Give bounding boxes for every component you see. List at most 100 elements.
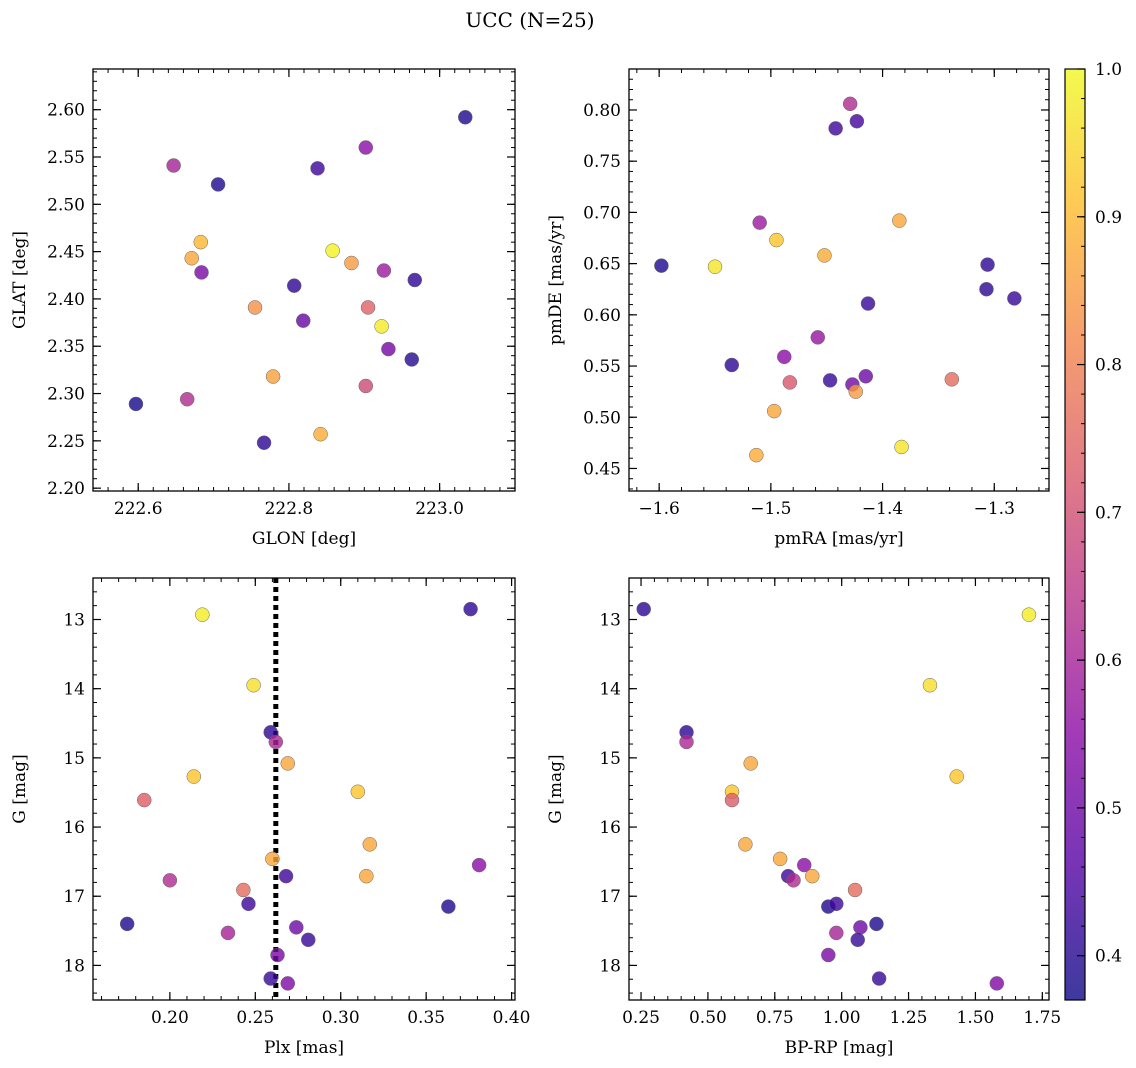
x-tick-label: 1.25 (890, 1008, 928, 1028)
x-axis-label: GLON [deg] (252, 529, 356, 549)
data-point (381, 341, 396, 357)
x-tick-label: 222.6 (114, 499, 163, 519)
data-point (194, 265, 209, 280)
data-point (137, 792, 152, 808)
data-point (265, 369, 281, 384)
colorbar-tick-label: 0.4 (1095, 947, 1122, 967)
data-point (162, 873, 178, 888)
data-point (892, 213, 907, 228)
data-point (654, 258, 669, 273)
x-tick-label: 223.0 (415, 499, 464, 519)
data-point (1021, 607, 1037, 622)
scatter-panel-2: −1.6 −1.5 −1.4 −1.3 0.45 0.50 0.55 0.60 0.65 0.70… (546, 68, 1050, 549)
data-point (743, 756, 758, 771)
colorbar-tick-label: 0.8 (1095, 356, 1122, 376)
y-tick-label: 2.30 (47, 385, 85, 405)
y-tick-label: 18 (599, 956, 621, 976)
axes-frame (92, 577, 516, 1001)
data-point (362, 837, 378, 852)
data-point (278, 868, 294, 884)
data-point (310, 161, 325, 176)
data-point (344, 255, 359, 271)
y-tick-label: 0.80 (583, 101, 621, 121)
data-point (782, 375, 798, 390)
data-point (404, 352, 420, 367)
data-point (263, 971, 278, 986)
x-tick-label: 0.35 (407, 1008, 445, 1028)
y-tick-label: 13 (63, 611, 85, 631)
data-point (849, 113, 865, 129)
data-point (270, 947, 285, 963)
data-point (471, 857, 487, 873)
x-tick-label: 1.00 (823, 1008, 861, 1028)
data-point (407, 272, 423, 288)
data-point (119, 916, 135, 932)
colorbar-tick-label: 1.0 (1095, 60, 1122, 80)
x-tick-label: −1.6 (639, 499, 680, 519)
data-point (184, 250, 199, 266)
data-point (295, 313, 311, 328)
y-tick-label: 2.50 (47, 195, 85, 215)
data-point (458, 110, 473, 125)
data-point (853, 920, 868, 935)
data-point (280, 756, 296, 771)
data-point (265, 851, 280, 867)
data-point (679, 734, 694, 750)
data-point (858, 369, 874, 384)
data-point (179, 391, 195, 407)
data-point (195, 607, 210, 622)
scatter-panel-3: 0.20 0.25 0.30 0.35 0.40 13 14 15 16 17 18 Plx [mas… (10, 577, 531, 1058)
data-point (636, 601, 651, 617)
x-tick-label: 0.75 (756, 1008, 794, 1028)
data-point (193, 234, 209, 250)
y-tick-label: 18 (63, 956, 85, 976)
colorbar-tick-label: 0.6 (1095, 651, 1122, 671)
data-point (738, 837, 753, 852)
y-tick-label: 15 (63, 749, 85, 769)
colorbar: 0.4 0.5 0.6 0.7 0.8 0.9 1.0 (1064, 60, 1122, 1001)
scatter-panel-1: 222.6 222.8 223.0 2.20 2.25 2.30 2.35 2.40 2.45 2… (10, 68, 516, 549)
data-point (236, 882, 251, 898)
data-point (828, 121, 843, 136)
data-point (358, 378, 374, 394)
y-tick-label: 2.35 (47, 337, 85, 357)
x-tick-label: 0.50 (689, 1008, 727, 1028)
data-point (376, 263, 392, 278)
colorbar-tick-label: 0.7 (1095, 503, 1122, 523)
y-tick-label: 2.25 (47, 432, 85, 452)
data-point (766, 403, 782, 419)
axes-frame (628, 68, 1050, 492)
data-point (989, 976, 1005, 991)
x-tick-label: 1.75 (1023, 1008, 1061, 1028)
x-axis-label: pmRA [mas/yr] (774, 529, 903, 549)
y-axis-label: GLAT [deg] (10, 231, 30, 329)
colorbar-tick-label: 0.5 (1095, 799, 1122, 819)
y-tick-label: 0.75 (583, 152, 621, 172)
data-point (724, 792, 740, 808)
data-point (247, 300, 263, 315)
data-point (256, 435, 272, 450)
data-point (786, 873, 801, 888)
y-tick-label: 2.60 (47, 101, 85, 121)
data-point (301, 932, 316, 948)
x-axis-label: BP-RP [mag] (785, 1038, 894, 1058)
data-point (796, 857, 812, 873)
y-tick-label: 0.45 (583, 459, 621, 479)
data-point (360, 300, 376, 315)
data-point (220, 925, 236, 941)
data-point (286, 278, 302, 293)
data-point (772, 851, 788, 867)
y-tick-label: 0.50 (583, 408, 621, 428)
data-point (358, 140, 374, 155)
y-tick-label: 0.60 (583, 306, 621, 326)
y-tick-label: 17 (599, 887, 621, 907)
x-tick-label: 0.30 (322, 1008, 360, 1028)
y-tick-label: 14 (63, 680, 85, 700)
data-point (752, 215, 767, 230)
data-point (944, 372, 960, 387)
y-axis-label: pmDE [mas/yr] (546, 215, 566, 345)
data-point (817, 248, 832, 263)
data-point (749, 447, 764, 463)
data-point (922, 677, 938, 693)
